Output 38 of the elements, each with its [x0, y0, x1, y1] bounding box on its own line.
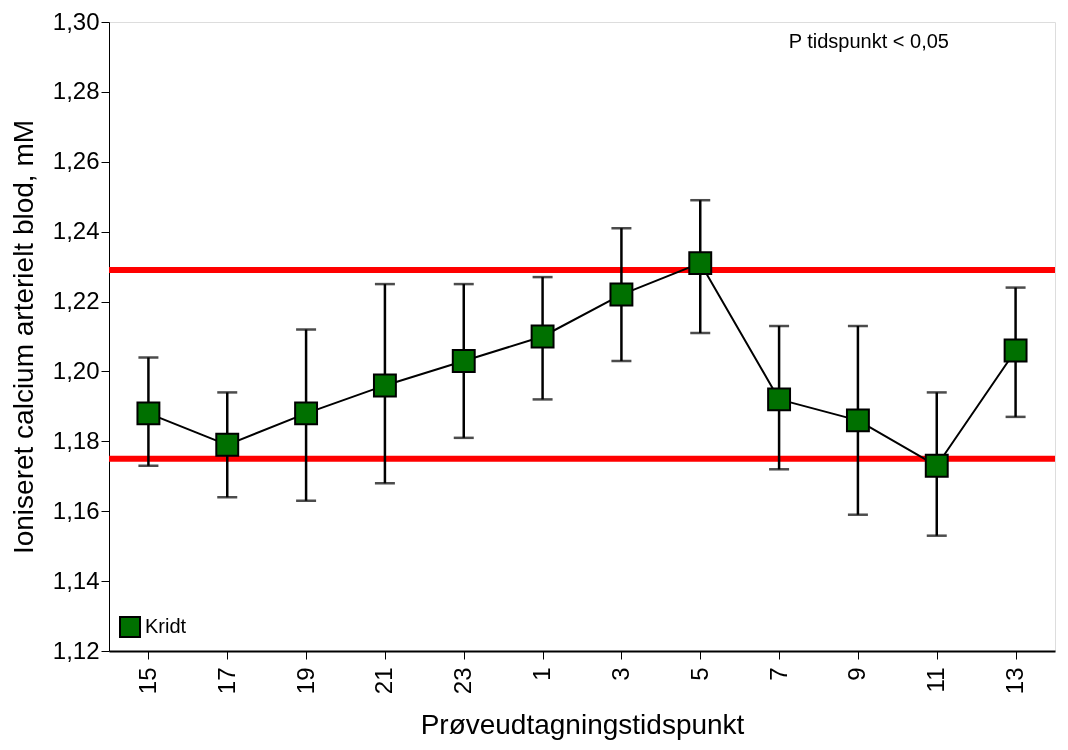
point [767, 387, 792, 412]
point [451, 349, 476, 373]
y-tick-label: 1,28 [52, 77, 100, 105]
y-tick-label: 1,14 [52, 566, 100, 594]
point [609, 282, 634, 307]
y-axis-title: Ioniseret calcium arterielt blod, mM [7, 119, 39, 555]
x-tick-label: 1 [528, 667, 556, 681]
annotation: P tidspunkt < 0,05 [788, 30, 949, 52]
y-tick-label: 1,16 [52, 496, 100, 524]
x-tick-label: 21 [370, 667, 398, 695]
x-tick-label: 17 [212, 667, 240, 695]
y-tick-label: 1,22 [52, 287, 100, 315]
y-tick-label: 1,18 [52, 426, 100, 454]
x-tick-label: 15 [133, 667, 161, 695]
x-axis-title: Prøveudtagningstidspunkt [420, 709, 745, 741]
x-tick-label: 7 [764, 667, 792, 681]
point [294, 401, 319, 426]
y-tick-label: 1,24 [52, 217, 100, 245]
y-tick-label: 1,20 [52, 356, 100, 384]
point [372, 373, 397, 398]
y-tick-label: 1,26 [52, 147, 100, 175]
x-tick-label: 23 [449, 667, 477, 695]
legend-label: Kridt [145, 615, 187, 637]
x-tick-label: 11 [922, 667, 950, 693]
x-tick-label: 13 [1001, 667, 1029, 695]
x-tick-label: 5 [685, 667, 713, 681]
y-tick-label: 1,12 [52, 636, 100, 664]
point [924, 453, 949, 478]
point [845, 408, 870, 433]
x-tick-label: 3 [606, 667, 634, 681]
point [688, 251, 713, 276]
point [530, 324, 555, 349]
x-tick-label: 9 [843, 667, 871, 681]
x-tick-label: 19 [291, 667, 319, 695]
point [215, 432, 240, 457]
y-tick-label: 1,30 [52, 7, 100, 35]
point [136, 401, 161, 426]
point [1003, 338, 1028, 363]
